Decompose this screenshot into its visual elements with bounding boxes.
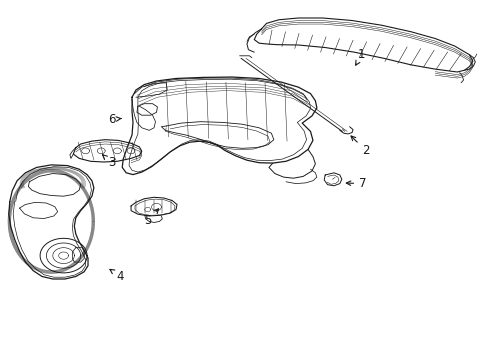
Text: 4: 4: [110, 269, 123, 283]
Text: 2: 2: [350, 136, 369, 157]
Text: 1: 1: [355, 48, 365, 65]
Text: 5: 5: [143, 209, 158, 227]
Text: 6: 6: [107, 113, 121, 126]
Text: 3: 3: [102, 155, 115, 169]
Text: 7: 7: [346, 177, 366, 190]
